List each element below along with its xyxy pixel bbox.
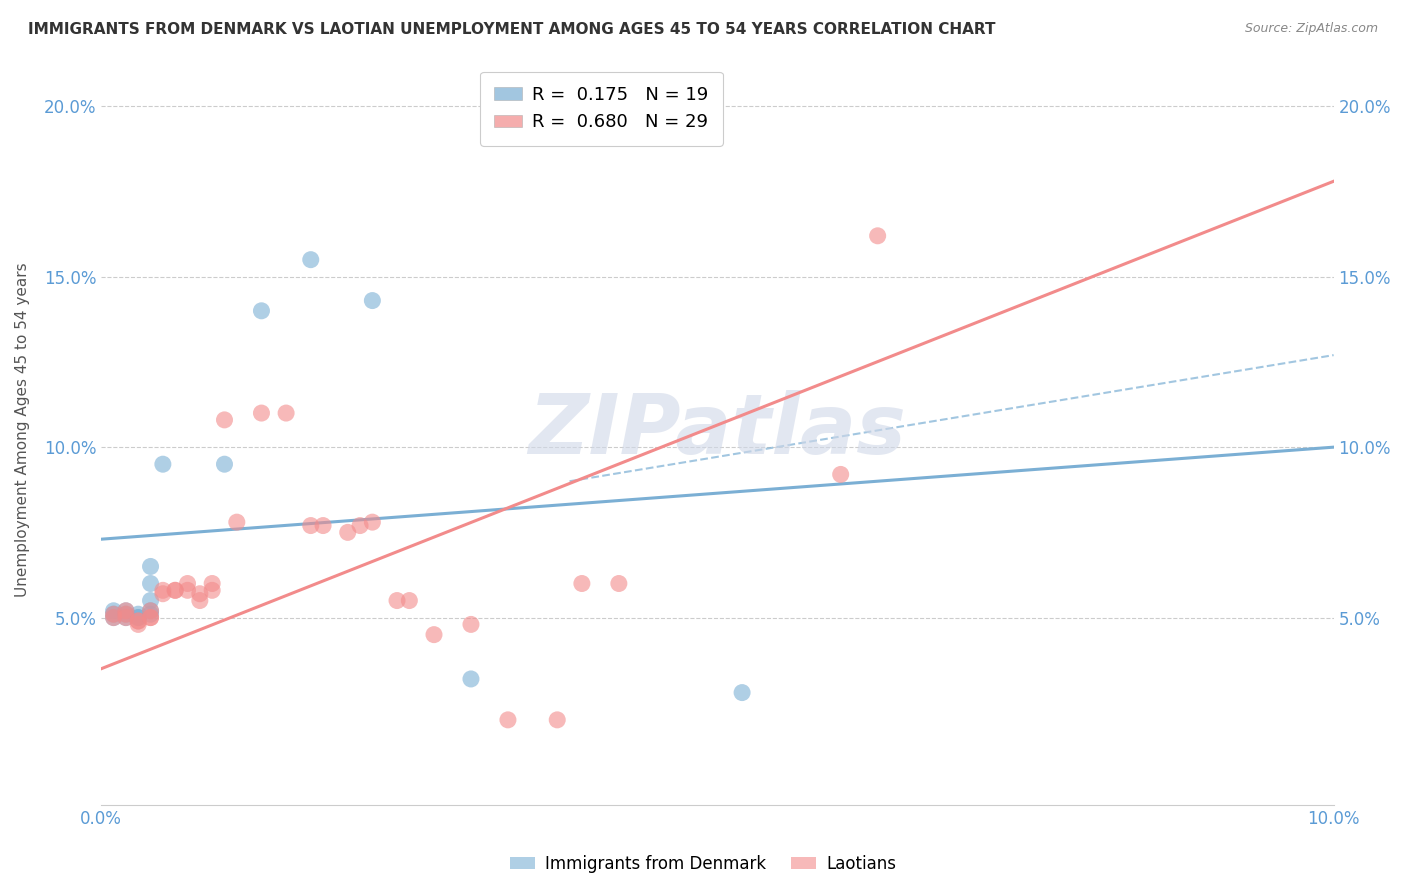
Point	[103, 604, 125, 618]
Point	[139, 559, 162, 574]
Point	[336, 525, 359, 540]
Point	[214, 457, 236, 471]
Point	[460, 617, 482, 632]
Point	[139, 593, 162, 607]
Point	[139, 610, 162, 624]
Y-axis label: Unemployment Among Ages 45 to 54 years: Unemployment Among Ages 45 to 54 years	[15, 263, 30, 598]
Point	[866, 228, 889, 243]
Point	[152, 457, 174, 471]
Point	[607, 576, 630, 591]
Point	[423, 627, 446, 641]
Point	[115, 610, 138, 624]
Point	[127, 610, 149, 624]
Point	[274, 406, 297, 420]
Point	[349, 518, 371, 533]
Point	[571, 576, 593, 591]
Point	[460, 672, 482, 686]
Point	[830, 467, 852, 482]
Point	[115, 610, 138, 624]
Legend: Immigrants from Denmark, Laotians: Immigrants from Denmark, Laotians	[503, 848, 903, 880]
Point	[398, 593, 420, 607]
Point	[103, 607, 125, 622]
Point	[731, 685, 754, 699]
Point	[127, 617, 149, 632]
Point	[250, 303, 273, 318]
Point	[127, 614, 149, 628]
Point	[139, 610, 162, 624]
Point	[546, 713, 568, 727]
Point	[214, 413, 236, 427]
Text: IMMIGRANTS FROM DENMARK VS LAOTIAN UNEMPLOYMENT AMONG AGES 45 TO 54 YEARS CORREL: IMMIGRANTS FROM DENMARK VS LAOTIAN UNEMP…	[28, 22, 995, 37]
Point	[103, 610, 125, 624]
Text: ZIPatlas: ZIPatlas	[529, 390, 907, 471]
Point	[299, 252, 322, 267]
Point	[152, 583, 174, 598]
Point	[115, 607, 138, 622]
Point	[127, 614, 149, 628]
Point	[201, 583, 224, 598]
Point	[127, 607, 149, 622]
Point	[103, 607, 125, 622]
Legend: R =  0.175   N = 19, R =  0.680   N = 29: R = 0.175 N = 19, R = 0.680 N = 29	[479, 71, 723, 145]
Point	[299, 518, 322, 533]
Text: Source: ZipAtlas.com: Source: ZipAtlas.com	[1244, 22, 1378, 36]
Point	[250, 406, 273, 420]
Point	[201, 576, 224, 591]
Point	[312, 518, 335, 533]
Point	[176, 576, 198, 591]
Point	[139, 607, 162, 622]
Point	[115, 604, 138, 618]
Point	[139, 576, 162, 591]
Point	[176, 583, 198, 598]
Point	[361, 293, 384, 308]
Point	[127, 610, 149, 624]
Point	[139, 604, 162, 618]
Point	[385, 593, 408, 607]
Point	[361, 515, 384, 529]
Point	[188, 587, 211, 601]
Point	[115, 607, 138, 622]
Point	[103, 610, 125, 624]
Point	[139, 604, 162, 618]
Point	[152, 587, 174, 601]
Point	[225, 515, 247, 529]
Point	[165, 583, 187, 598]
Point	[165, 583, 187, 598]
Point	[496, 713, 519, 727]
Point	[115, 604, 138, 618]
Point	[188, 593, 211, 607]
